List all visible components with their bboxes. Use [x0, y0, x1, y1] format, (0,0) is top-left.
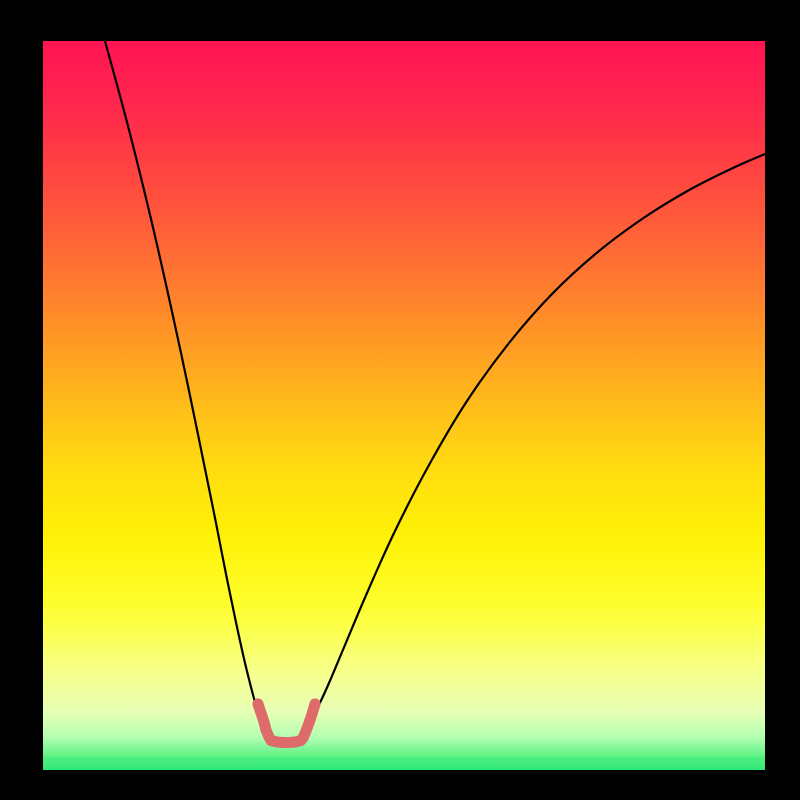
chart-border-left — [0, 0, 43, 800]
plot-area — [43, 41, 765, 770]
bottleneck-curve — [105, 41, 765, 742]
curve-layer — [43, 41, 765, 770]
chart-border-top — [0, 0, 800, 41]
chart-border-bottom — [0, 770, 800, 800]
bottleneck-chart: TheBottleneck.com — [0, 0, 800, 800]
chart-border-right — [765, 0, 800, 800]
valley-marker-group — [253, 699, 321, 743]
